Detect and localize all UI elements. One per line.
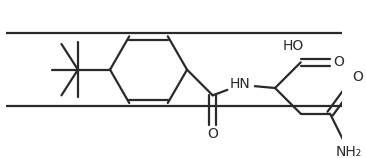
- Text: HN: HN: [230, 77, 251, 91]
- Text: NH₂: NH₂: [335, 145, 362, 158]
- Text: O: O: [352, 70, 363, 84]
- Text: HO: HO: [283, 39, 304, 53]
- Text: O: O: [207, 127, 218, 141]
- Text: O: O: [333, 55, 344, 69]
